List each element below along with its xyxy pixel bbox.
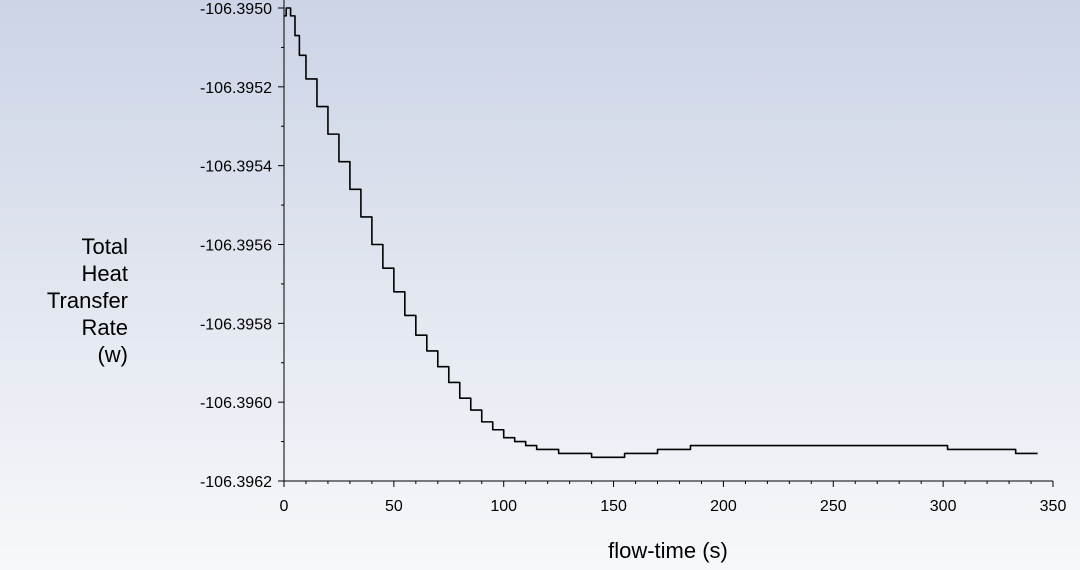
x-tick-label: 0 [280,498,289,515]
x-tick-label: 300 [930,498,957,515]
x-ticks: 0 50 100 150 200 250 300 350 [280,481,1067,515]
x-tick-label: 200 [710,498,737,515]
axes [283,0,1053,482]
x-tick-label: 350 [1040,498,1067,515]
x-tick-label: 50 [385,498,403,515]
y-axis-title-line: Rate [82,315,128,340]
x-tick-label: 100 [490,498,517,515]
y-tick-label: -106.3958 [200,316,272,333]
y-axis-title-line: Heat [82,261,128,286]
y-tick-label: -106.3952 [200,80,272,97]
y-axis-title-line: Total [82,234,128,259]
series-line [284,7,1038,459]
y-axis-title-line: (w) [97,342,128,367]
y-tick-label: -106.3956 [200,238,272,255]
y-tick-label: -106.3954 [200,159,272,176]
x-tick-label: 250 [820,498,847,515]
y-axis-title-line: Transfer [47,288,128,313]
y-tick-label: -106.3960 [200,395,272,412]
y-tick-label: -106.3962 [200,474,272,491]
x-tick-label: 150 [600,498,627,515]
y-ticks: -106.3962 -106.3960 -106.3958 -106.3956 -106… [200,1,284,491]
x-axis-title: flow-time (s) [608,538,728,563]
y-tick-label: -106.3950 [200,1,272,18]
